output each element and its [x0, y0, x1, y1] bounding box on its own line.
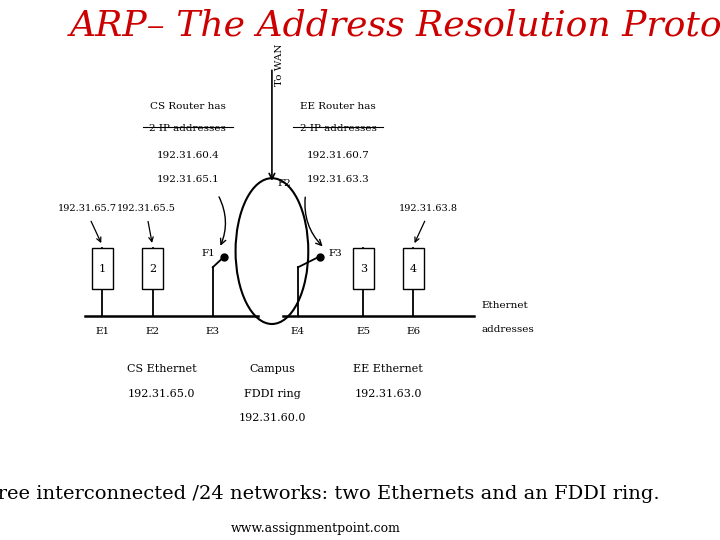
Text: EE Ethernet: EE Ethernet [354, 364, 423, 375]
Text: 192.31.63.0: 192.31.63.0 [354, 389, 422, 399]
Text: 3: 3 [359, 264, 366, 274]
Text: E3: E3 [206, 327, 220, 336]
Text: 192.31.63.3: 192.31.63.3 [307, 176, 369, 185]
FancyArrowPatch shape [219, 197, 225, 245]
Text: E4: E4 [291, 327, 305, 336]
Text: 2 IP addresses: 2 IP addresses [300, 124, 377, 133]
Text: F2: F2 [278, 179, 292, 188]
Text: Campus: Campus [249, 364, 295, 375]
Text: E5: E5 [356, 327, 370, 336]
Text: To WAN: To WAN [275, 43, 284, 86]
Text: 2 IP addresses: 2 IP addresses [149, 124, 226, 133]
Text: CS Ethernet: CS Ethernet [127, 364, 196, 375]
FancyBboxPatch shape [402, 248, 424, 289]
FancyBboxPatch shape [353, 248, 374, 289]
Text: F3: F3 [329, 249, 343, 258]
Text: 192.31.60.7: 192.31.60.7 [307, 151, 369, 160]
Text: E1: E1 [95, 327, 109, 336]
Text: F1: F1 [202, 249, 215, 258]
Text: 4: 4 [410, 264, 417, 274]
Text: 1: 1 [99, 264, 106, 274]
Text: 192.31.65.0: 192.31.65.0 [127, 389, 195, 399]
Text: 192.31.60.4: 192.31.60.4 [156, 151, 219, 160]
Text: FDDI ring: FDDI ring [243, 389, 300, 399]
FancyBboxPatch shape [142, 248, 163, 289]
Text: 192.31.65.7: 192.31.65.7 [58, 204, 117, 213]
Text: 192.31.63.8: 192.31.63.8 [399, 204, 458, 213]
Text: ARP– The Address Resolution Protocol: ARP– The Address Resolution Protocol [70, 8, 720, 42]
Text: 2: 2 [149, 264, 156, 274]
FancyArrowPatch shape [305, 197, 322, 245]
Text: CS Router has: CS Router has [150, 102, 225, 111]
Text: addresses: addresses [481, 325, 534, 334]
Text: E2: E2 [145, 327, 160, 336]
Text: www.assignmentpoint.com: www.assignmentpoint.com [230, 522, 400, 535]
Text: 192.31.65.1: 192.31.65.1 [156, 176, 219, 185]
Text: EE Router has: EE Router has [300, 102, 376, 111]
Text: Three interconnected /24 networks: two Ethernets and an FDDI ring.: Three interconnected /24 networks: two E… [0, 485, 660, 503]
Text: 192.31.65.5: 192.31.65.5 [117, 204, 176, 213]
FancyBboxPatch shape [92, 248, 113, 289]
Text: E6: E6 [406, 327, 420, 336]
Text: 192.31.60.0: 192.31.60.0 [238, 413, 306, 423]
Text: Ethernet: Ethernet [481, 301, 528, 309]
